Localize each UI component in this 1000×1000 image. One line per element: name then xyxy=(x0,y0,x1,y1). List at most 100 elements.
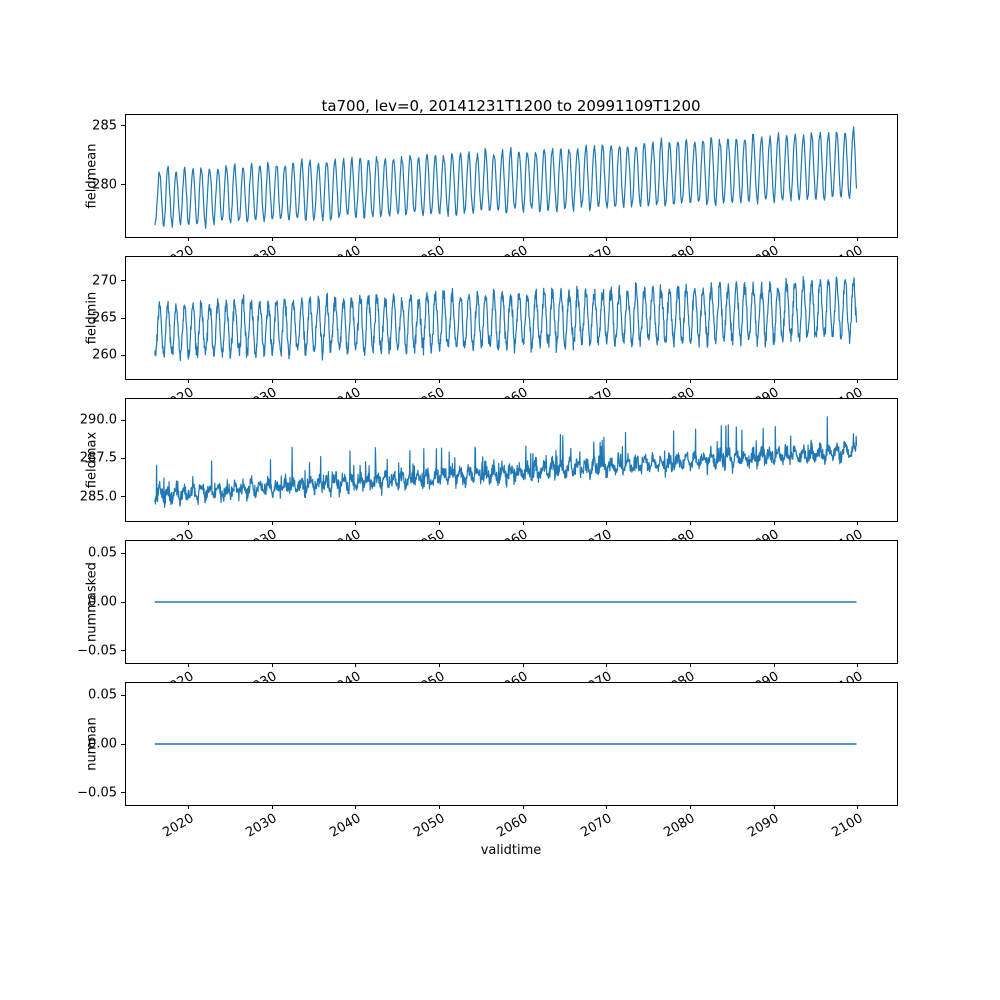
x-tick-label: 2050 xyxy=(370,527,447,541)
y-tick xyxy=(121,552,125,554)
x-tick-label: 2070 xyxy=(538,385,614,399)
y-tick-label: −0.05 xyxy=(77,785,117,801)
x-tick-label: 2040 xyxy=(287,527,363,541)
x-tick-label: 2080 xyxy=(621,243,698,257)
x-tick xyxy=(522,663,524,667)
x-tick xyxy=(857,663,859,667)
y-tick xyxy=(121,601,125,603)
x-tick xyxy=(773,805,775,809)
x-tick-label: 2100 xyxy=(788,243,865,257)
x-tick xyxy=(689,237,691,241)
x-tick-label: 2030 xyxy=(203,385,280,399)
x-tick-label: 2100 xyxy=(788,527,865,541)
y-tick xyxy=(121,317,125,319)
x-tick xyxy=(271,805,273,809)
subplot-fieldmin: fieldmin 2020203020402050206020702080209… xyxy=(85,256,898,399)
x-tick-label: 2020 xyxy=(119,669,196,683)
x-tick-label: 2100 xyxy=(788,669,865,683)
y-tick-label: 0.00 xyxy=(88,736,117,752)
x-tick-labels-clipped: 2020 2030 2040 2050 2060 2070 2080 2090 2100 xyxy=(0,243,1000,257)
subplot-numnan: numnan 2020 2030 2040 2050 2060 2070 2080 2090 2… xyxy=(77,682,898,841)
y-tick-label: 265 xyxy=(92,310,117,326)
line-plot-fieldmin xyxy=(154,275,858,362)
x-tick-label: 2040 xyxy=(287,385,363,399)
x-tick-label: 2050 xyxy=(370,669,447,683)
line-plot-numnan xyxy=(154,743,857,745)
y-tick xyxy=(121,694,125,696)
x-tick-label: 2080 xyxy=(621,385,698,399)
y-tick xyxy=(121,419,125,421)
x-tick xyxy=(606,379,608,383)
x-tick-label: 2020 xyxy=(119,385,196,399)
y-tick xyxy=(121,125,125,127)
x-tick xyxy=(606,521,608,525)
x-tick-label: 2060 xyxy=(454,669,531,683)
x-tick xyxy=(271,379,273,383)
y-tick-label: 270 xyxy=(92,273,117,289)
x-tick xyxy=(271,237,273,241)
subplot-fieldmax: fieldmax 2020203020402050206020702080209… xyxy=(80,398,898,541)
y-tick-label: 0.05 xyxy=(88,545,117,561)
x-tick xyxy=(773,379,775,383)
y-tick-label: 290.0 xyxy=(79,412,117,428)
y-axis-label-fieldmean: fieldmean xyxy=(84,143,100,209)
x-tick xyxy=(439,379,441,383)
x-tick xyxy=(271,521,273,525)
y-tick-label: 285.0 xyxy=(79,489,117,505)
y-tick-label: 0.00 xyxy=(88,594,117,610)
x-tick-label: 2060 xyxy=(454,243,531,257)
x-tick xyxy=(439,663,441,667)
x-tick xyxy=(188,663,190,667)
x-tick-label: 2040 xyxy=(287,243,363,257)
x-tick-label: 2030 xyxy=(203,243,280,257)
y-tick-label: 285 xyxy=(92,118,117,134)
line-plot-nummasked xyxy=(154,601,857,603)
x-tick xyxy=(439,805,441,809)
x-tick-labels-clipped: 2020 2030 2040 2050 2060 2070 2080 2090 2100 xyxy=(0,527,1000,541)
y-tick xyxy=(121,457,125,459)
y-tick xyxy=(121,184,125,186)
x-tick-label: 2070 xyxy=(538,243,614,257)
x-tick xyxy=(188,379,190,383)
subplot-fieldmean: fieldmean 2020 2030 2040 2050 2060 2070 2080 20… xyxy=(85,114,898,257)
x-tick-label: 2020 xyxy=(119,243,196,257)
x-tick-label: 2060 xyxy=(454,527,531,541)
x-tick-label: 2030 xyxy=(203,527,280,541)
x-tick xyxy=(355,379,357,383)
y-tick xyxy=(121,650,125,652)
x-tick-labels-clipped: 2020 2030 2040 2050 2060 2070 2080 2090 2100 xyxy=(0,385,1000,399)
x-tick xyxy=(606,805,608,809)
x-tick xyxy=(355,805,357,809)
x-tick xyxy=(188,805,190,809)
subplot-nummasked: nummasked 202020302040205020602070208020… xyxy=(77,540,898,683)
x-tick-label: 2070 xyxy=(538,527,614,541)
x-tick xyxy=(522,805,524,809)
x-tick xyxy=(689,663,691,667)
x-tick-label: 2020 xyxy=(119,527,196,541)
x-tick xyxy=(857,805,859,809)
x-tick-label: 2040 xyxy=(287,669,363,683)
x-tick xyxy=(355,237,357,241)
x-tick xyxy=(439,237,441,241)
x-tick xyxy=(606,237,608,241)
line-plot-fieldmax xyxy=(154,416,858,508)
x-tick xyxy=(522,237,524,241)
x-tick-label: 2090 xyxy=(705,385,781,399)
y-tick xyxy=(121,743,125,745)
y-tick-label: 260 xyxy=(92,347,117,363)
series-line xyxy=(154,416,858,508)
x-tick xyxy=(773,663,775,667)
x-tick-label: 2080 xyxy=(621,527,698,541)
line-plot-fieldmean xyxy=(154,126,858,229)
x-tick-label: 2090 xyxy=(705,527,781,541)
x-tick-label: 2090 xyxy=(705,669,781,683)
x-tick xyxy=(271,663,273,667)
y-tick xyxy=(121,354,125,356)
series-line xyxy=(154,126,858,229)
y-tick-label: −0.05 xyxy=(77,643,117,659)
x-tick xyxy=(355,663,357,667)
x-tick xyxy=(689,521,691,525)
x-tick-label: 2100 xyxy=(788,385,865,399)
x-tick-label: 2070 xyxy=(538,669,614,683)
